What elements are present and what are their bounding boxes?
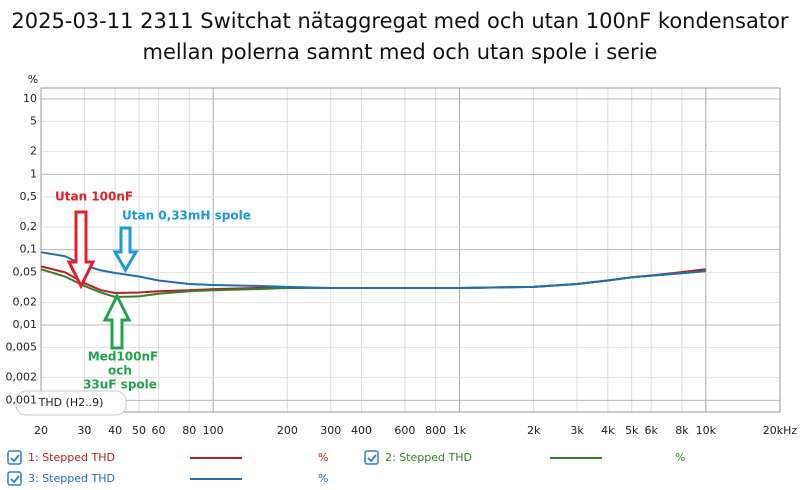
x-tick-label: 1k [453,424,467,437]
legend-unit: % [675,451,685,464]
x-tick-label: 4k [601,424,615,437]
x-tick-label: 100 [203,424,224,437]
legend-check [367,454,377,463]
y-tick-label: 0,05 [13,265,38,278]
y-tick-label: 10 [23,92,37,105]
chart-title: 2025-03-11 2311 Switchat nätaggregat med… [11,9,789,33]
y-tick-label: 2 [30,145,37,158]
y-tick-label: 0,2 [20,220,38,233]
series-line [40,251,706,289]
legend-checkbox[interactable] [364,450,379,465]
y-tick-label: 1 [30,167,37,180]
y-tick-label: 0,005 [6,341,38,354]
annotation: och [108,364,132,378]
x-tick-label: 50 [132,424,146,437]
legend-checkbox[interactable] [7,450,22,465]
x-tick-label: 6k [645,424,659,437]
y-tick-label: 5 [30,115,37,128]
x-tick-label: 8k [675,424,689,437]
legend-check [10,475,20,484]
chart-title: mellan polerna samnt med och utan spole … [143,40,658,64]
x-tick-label: 800 [425,424,446,437]
y-tick-label: 0,5 [20,190,38,203]
legend-checkbox[interactable] [7,471,22,486]
x-tick-label: 3k [570,424,584,437]
y-tick-label: 0,001 [6,393,38,406]
x-tick-label: 200 [277,424,298,437]
legend-unit: % [318,472,328,485]
y-tick-label: 0,02 [13,295,38,308]
measurement-box [15,390,127,416]
x-tick-label: 400 [351,424,372,437]
x-tick-label: 80 [182,424,196,437]
y-tick-label: 0,01 [13,318,38,331]
y-tick-label: 0,002 [6,371,38,384]
y-tick-label: 0,1 [20,243,38,256]
y-axis-label: % [28,73,38,86]
x-tick-label: 60 [152,424,166,437]
legend-unit: % [318,451,328,464]
legend-label: 2: Stepped THD [385,451,472,464]
annotation-arrow [112,226,139,273]
x-tick-label: 2k [527,424,541,437]
x-tick-label: 30 [77,424,91,437]
x-tick-label: 20 [34,424,48,437]
x-tick-label: 5k [625,424,639,437]
x-tick-label: 40 [108,424,122,437]
legend-check [10,454,20,463]
x-tick-label: 600 [394,424,415,437]
x-tick-label: 300 [320,424,341,437]
legend-label: 3: Stepped THD [28,472,115,485]
legend-label: 1: Stepped THD [28,451,115,464]
annotation-arrow [102,292,132,350]
annotation: 33uF spole [83,378,157,392]
measurement-label: THD (H2..9) [38,396,104,409]
annotation-arrow [66,210,96,290]
x-tick-label: 20kHz [763,424,798,437]
plot-frame [40,87,781,413]
annotation: Med100nF [88,350,158,364]
annotation: Utan 100nF [55,190,133,204]
annotation: Utan 0,33mH spole [122,209,251,223]
x-tick-label: 10k [696,424,717,437]
